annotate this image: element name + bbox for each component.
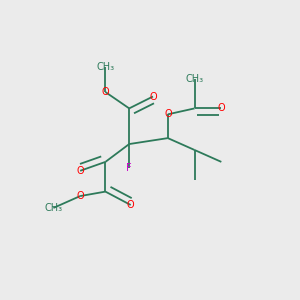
Text: CH₃: CH₃ [185,74,204,84]
Text: O: O [164,109,172,119]
Text: CH₃: CH₃ [96,62,115,72]
Text: O: O [127,200,134,210]
Text: O: O [218,103,225,113]
Text: O: O [76,166,84,176]
Text: F: F [126,163,132,173]
Text: CH₃: CH₃ [44,203,62,213]
Text: O: O [76,191,84,201]
Text: O: O [149,92,157,101]
Text: O: O [102,87,109,97]
